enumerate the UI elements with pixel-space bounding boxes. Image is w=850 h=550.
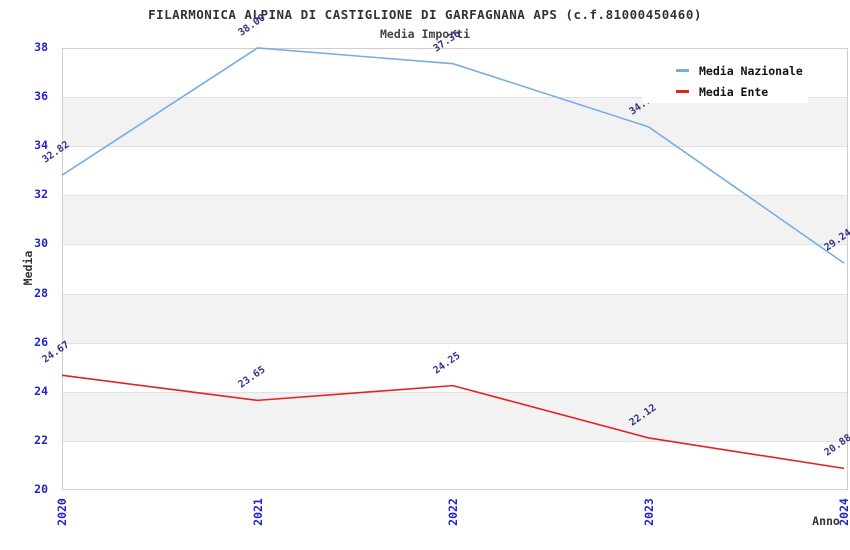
- y-tick-label: 28: [34, 285, 48, 300]
- grid-band: [63, 440, 847, 489]
- gridline: [63, 195, 847, 197]
- gridline: [63, 440, 847, 442]
- y-axis-label: Media: [21, 250, 35, 286]
- y-tick-label: 36: [34, 89, 48, 104]
- y-tick-label: 22: [34, 432, 48, 447]
- y-tick-label: 38: [34, 40, 48, 54]
- grid-band: [63, 244, 847, 294]
- legend-swatch-line-icon: [676, 90, 689, 93]
- chart-title: FILARMONICA ALPINA DI CASTIGLIONE DI GAR…: [148, 7, 702, 22]
- legend-swatch-line-icon: [676, 69, 689, 72]
- legend-label: Media Nazionale: [699, 63, 803, 78]
- gridline: [63, 146, 847, 148]
- legend-label: Media Ente: [699, 84, 769, 99]
- legend-item-nazionale: Media Nazionale: [676, 60, 808, 81]
- y-tick-label: 20: [34, 482, 48, 496]
- gridline: [63, 293, 847, 295]
- x-tick-label: 2020: [55, 498, 69, 526]
- y-tick-label: 24: [34, 383, 48, 398]
- gridline: [63, 244, 847, 246]
- y-tick-label: 32: [34, 187, 48, 202]
- grid-band: [63, 146, 847, 196]
- x-tick-label: 2023: [641, 498, 656, 526]
- y-tick-label: 26: [34, 334, 48, 349]
- legend-item-ente: Media Ente: [676, 81, 808, 102]
- y-tick-label: 30: [34, 236, 48, 251]
- gridline: [63, 391, 847, 393]
- plot-area: [62, 48, 848, 490]
- x-tick-label: 2022: [446, 498, 460, 526]
- x-axis-label: Anno: [812, 514, 840, 528]
- chart-subtitle: Media Importi: [379, 27, 470, 41]
- grid-band: [63, 97, 847, 147]
- grid-band: [63, 391, 847, 441]
- x-tick-label: 2021: [250, 498, 265, 526]
- y-tick-label: 34: [34, 138, 48, 153]
- gridline: [63, 342, 847, 344]
- grid-band: [63, 195, 847, 245]
- legend: Media Nazionale Media Ente: [642, 55, 808, 103]
- grid-band: [63, 293, 847, 343]
